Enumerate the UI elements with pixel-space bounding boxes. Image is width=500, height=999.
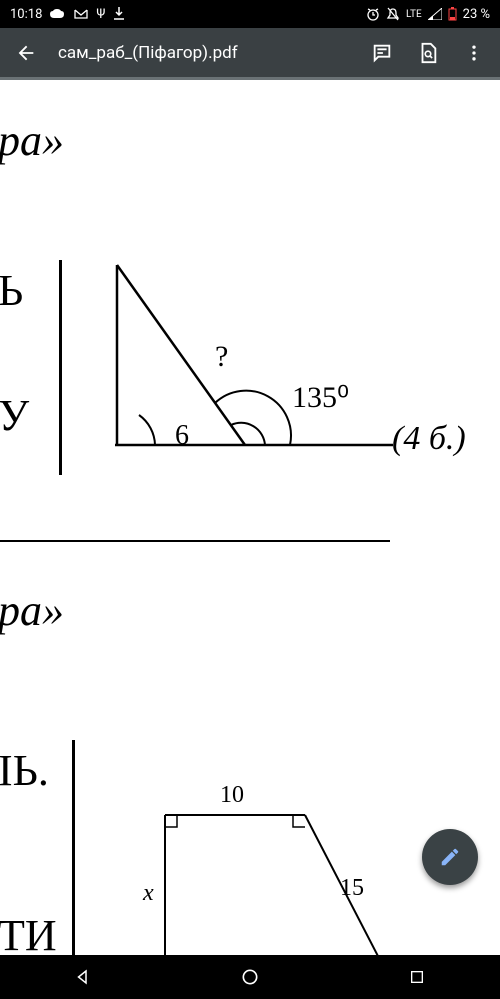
angle-label: 135⁰ xyxy=(292,380,349,415)
trapezoid-figure xyxy=(130,800,430,955)
table-border-vertical xyxy=(59,260,62,475)
text-fragment-u: У xyxy=(0,390,29,441)
points-label: (4 б.) xyxy=(392,420,466,458)
psi-icon: Ψ xyxy=(96,7,105,22)
status-left: 10:18 Ψ xyxy=(10,7,125,22)
text-fragment-ti: ТИ xyxy=(0,910,57,955)
document-title: сам_раб_(Піфагор).pdf xyxy=(58,43,350,63)
signal-icon xyxy=(428,8,442,20)
battery-percent: 23 % xyxy=(463,7,490,22)
pdf-content[interactable]: ра» Ь У ? 135⁰ 6 (4 б.) ра» ІЬ. ТИ xyxy=(0,80,500,955)
dnd-icon xyxy=(386,7,400,21)
find-icon[interactable] xyxy=(414,39,442,67)
trapezoid-top-label: 10 xyxy=(220,782,244,809)
horizontal-divider xyxy=(0,540,390,542)
alarm-icon xyxy=(366,7,380,21)
nav-back-button[interactable] xyxy=(43,955,123,999)
battery-icon xyxy=(448,7,457,21)
text-fragment-ra2: ра» xyxy=(0,585,64,636)
more-icon[interactable] xyxy=(460,39,488,67)
nav-home-button[interactable] xyxy=(210,955,290,999)
text-fragment-l: ІЬ. xyxy=(0,745,49,796)
status-right: LTE 23 % xyxy=(366,7,490,22)
table-border-vertical-2 xyxy=(72,740,75,955)
trapezoid-x-label: x xyxy=(143,880,154,907)
system-nav-bar xyxy=(0,955,500,999)
network-label: LTE xyxy=(406,9,422,20)
trapezoid-side-label: 15 xyxy=(340,875,364,902)
edit-fab[interactable] xyxy=(422,829,478,885)
triangle-figure xyxy=(95,245,395,460)
text-fragment-ra1: ра» xyxy=(0,115,64,166)
hypotenuse-label: ? xyxy=(215,340,228,374)
status-time: 10:18 xyxy=(10,7,42,22)
base-label: 6 xyxy=(175,420,189,452)
gmail-icon xyxy=(74,9,88,19)
app-bar: сам_раб_(Піфагор).pdf xyxy=(0,28,500,80)
status-bar: 10:18 Ψ LTE 23 % xyxy=(0,0,500,28)
cloud-icon xyxy=(50,9,66,19)
text-fragment-soft: Ь xyxy=(0,265,23,316)
nav-recent-button[interactable] xyxy=(377,955,457,999)
comment-icon[interactable] xyxy=(368,39,396,67)
download-icon xyxy=(113,7,125,21)
back-button[interactable] xyxy=(12,39,40,67)
